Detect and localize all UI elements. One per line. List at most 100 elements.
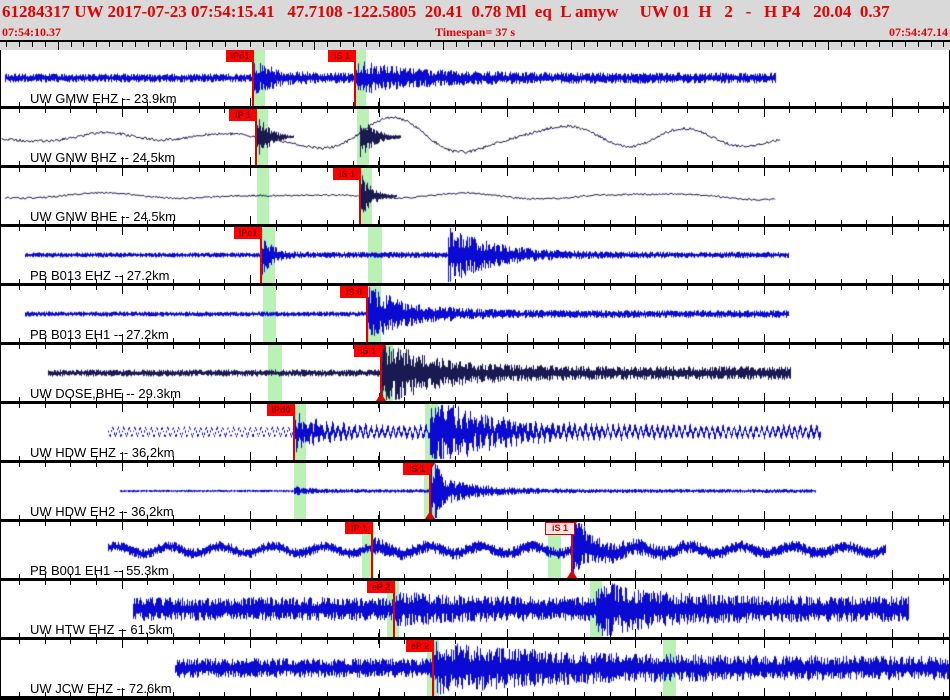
ruler-tick — [892, 42, 893, 47]
ruler-tick — [301, 42, 303, 47]
phase-pick-flag[interactable]: iPd1 — [226, 50, 254, 62]
ruler-tick — [481, 42, 483, 47]
pick-marker-triangle — [425, 511, 435, 519]
waveform-canvas[interactable] — [0, 522, 950, 578]
trace-row-uw-dose,bhe[interactable]: iS 1 UW DOSE,BHE -- 29.3km — [0, 345, 950, 404]
waveform-canvas[interactable] — [0, 581, 950, 637]
window-end-time: 07:54:47.14 — [889, 25, 948, 39]
phase-pick-line[interactable] — [359, 168, 361, 224]
waveform-canvas[interactable] — [0, 109, 950, 165]
ruler-tick — [378, 42, 380, 47]
phase-pick-line[interactable] — [380, 345, 382, 401]
phase-pick-line[interactable] — [571, 522, 573, 578]
ruler-tick — [83, 42, 85, 47]
phase-pick-line[interactable] — [371, 522, 373, 578]
phase-pick-flag[interactable]: eP 2 — [406, 640, 434, 652]
phase-pick-line[interactable] — [255, 109, 257, 165]
ruler-tick — [917, 42, 919, 47]
phase-pick-flag[interactable]: iPc1 — [234, 227, 262, 239]
phase-pick-flag[interactable]: iPd0 — [267, 404, 295, 416]
ruler-tick — [519, 42, 521, 47]
trace-row-uw-jcw[interactable]: eP 2 UW JCW EHZ -- 72.6km — [0, 640, 950, 699]
trace-row-uw-hdw[interactable]: iPd0 UW HDW EHZ -- 36.2km — [0, 404, 950, 463]
trace-row-uw-gnw[interactable]: iP 1 UW GNW BHZ -- 24.5km — [0, 109, 950, 168]
phase-pick-flag[interactable]: eP 2 — [367, 581, 395, 593]
ruler-tick — [173, 42, 175, 47]
phase-pick-flag[interactable]: iS 1 — [545, 522, 575, 535]
ruler-tick — [506, 42, 508, 47]
phase-pick-line[interactable] — [393, 581, 395, 637]
ruler-tick — [545, 42, 547, 47]
trace-row-uw-hdw[interactable]: iS 1 UW HDW EH2 -- 36.2km — [0, 463, 950, 522]
ruler-tick — [6, 42, 8, 47]
ruler-major-tick — [570, 42, 572, 50]
phase-pick-flag[interactable]: iS 0 — [340, 286, 368, 298]
phase-pick-flag[interactable]: iP 1 — [345, 522, 373, 534]
channel-label: UW GMW EHZ -- 23.9km — [30, 91, 177, 106]
trace-row-uw-gmw[interactable]: iPd1 iS 1 UW GMW EHZ -- 23.9km — [0, 50, 950, 109]
phase-pick-line[interactable] — [429, 463, 431, 519]
waveform-canvas[interactable] — [0, 168, 950, 224]
time-ruler[interactable] — [0, 40, 950, 50]
ruler-tick — [725, 42, 727, 47]
waveform-canvas[interactable] — [0, 286, 950, 342]
ruler-tick — [275, 42, 277, 47]
ruler-tick — [763, 42, 765, 47]
channel-label: UW HDW EHZ -- 36.2km — [30, 445, 175, 460]
ruler-tick — [673, 42, 675, 47]
phase-pick-line[interactable] — [366, 286, 368, 342]
phase-pick-flag[interactable]: iP 1 — [229, 109, 257, 121]
trace-row-pb-b001[interactable]: iP 1 iS 1 PB B001 EH1 -- 55.3km — [0, 522, 950, 581]
phase-pick-flag[interactable]: iS 1 — [333, 168, 361, 180]
channel-label: UW GNW BHE -- 24.5km — [30, 209, 176, 224]
ruler-tick — [583, 42, 585, 47]
ruler-major-tick — [442, 42, 444, 50]
ruler-tick — [237, 42, 239, 47]
phase-pick-line[interactable] — [293, 404, 295, 460]
phase-pick-flag[interactable]: iS 1 — [354, 345, 382, 357]
channel-label: UW JCW EHZ -- 72.6km — [30, 681, 172, 696]
ruler-tick — [288, 42, 290, 47]
waveform-canvas[interactable] — [0, 345, 950, 401]
waveform-canvas[interactable] — [0, 404, 950, 460]
ruler-tick — [263, 42, 265, 47]
ruler-tick — [943, 42, 945, 47]
ruler-tick — [930, 42, 932, 47]
ruler-major-tick — [57, 42, 59, 50]
phase-pick-line[interactable] — [354, 50, 356, 106]
ruler-tick — [340, 42, 342, 47]
ruler-tick — [622, 42, 624, 47]
phase-pick-line[interactable] — [252, 50, 254, 106]
ruler-tick — [44, 42, 46, 47]
ruler-tick — [96, 42, 98, 47]
trace-row-uw-gnw[interactable]: iS 1 UW GNW BHE -- 24.5km — [0, 168, 950, 227]
ruler-tick — [160, 42, 162, 47]
ruler-tick — [635, 42, 637, 47]
ruler-tick — [327, 42, 329, 47]
window-start-time: 07:54:10.37 — [2, 25, 61, 39]
waveform-canvas[interactable] — [0, 463, 950, 519]
trace-row-pb-b013[interactable]: iPc1 PB B013 EHZ -- 27.2km — [0, 227, 950, 286]
ruler-major-tick — [314, 42, 316, 50]
ruler-tick — [750, 42, 752, 47]
trace-row-uw-htw[interactable]: eP 2 UW HTW EHZ -- 61.5km — [0, 581, 950, 640]
ruler-tick — [250, 42, 252, 47]
phase-pick-flag[interactable]: iS 1 — [328, 50, 356, 62]
waveform-canvas[interactable] — [0, 50, 950, 106]
channel-label: UW DOSE,BHE -- 29.3km — [30, 386, 181, 401]
pick-marker-triangle — [376, 393, 386, 401]
waveform-canvas[interactable] — [0, 227, 950, 283]
ruler-tick — [737, 42, 739, 47]
phase-pick-line[interactable] — [260, 227, 262, 283]
channel-label: PB B013 EHZ -- 27.2km — [30, 268, 170, 283]
ruler-tick — [417, 42, 419, 47]
trace-row-pb-b013[interactable]: iS 0 PB B013 EH1 -- 27.2km — [0, 286, 950, 345]
ruler-tick — [121, 42, 123, 47]
phase-pick-line[interactable] — [432, 640, 434, 696]
time-window-bar: 07:54:10.37 Timespan= 37 s 07:54:47.14 — [0, 26, 950, 40]
waveform-canvas[interactable] — [0, 640, 950, 696]
ruler-major-tick — [827, 42, 829, 50]
phase-pick-flag[interactable]: iS 1 — [403, 463, 431, 475]
ruler-tick — [455, 42, 457, 47]
